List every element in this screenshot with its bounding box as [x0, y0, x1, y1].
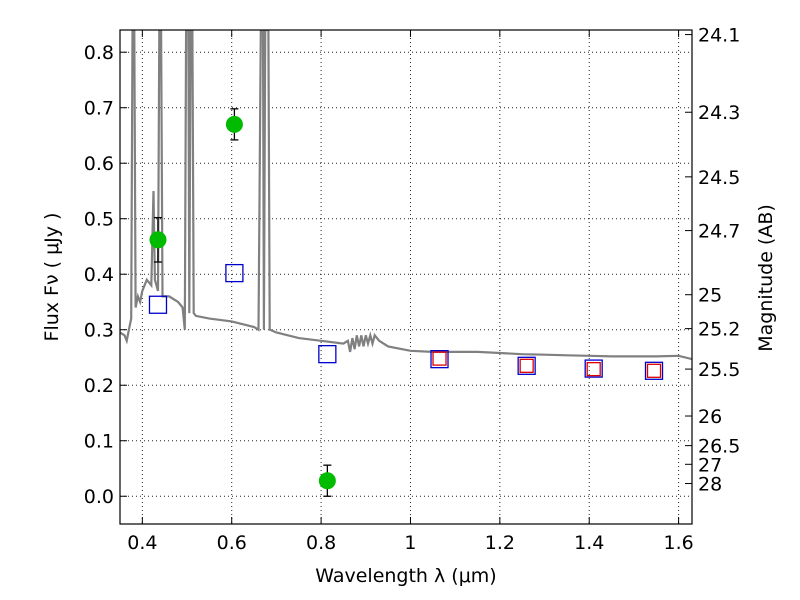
x-tick-label: 1	[404, 532, 416, 554]
magnitude-tick-label: 25.2	[698, 319, 740, 341]
magnitude-axis-label: Magnitude (AB)	[755, 204, 777, 352]
magnitude-tick-label: 26.5	[698, 436, 740, 458]
blue-square-marker	[225, 263, 244, 283]
magnitude-tick-label: 25.5	[698, 359, 740, 381]
green-data-point	[149, 231, 167, 249]
magnitude-tick-label: 26	[698, 406, 722, 428]
magnitude-tick-label: 24.1	[698, 25, 740, 47]
red-square-marker	[586, 361, 601, 377]
y-tick-label: 0.6	[84, 153, 114, 175]
magnitude-tick-label: 24.3	[698, 102, 740, 124]
grid	[120, 30, 692, 524]
red-square-marker	[519, 358, 534, 373]
green-data-point	[318, 472, 336, 490]
magnitude-tick-label: 28	[698, 474, 722, 496]
x-axis-label: Wavelength λ (μm)	[315, 565, 496, 587]
y-tick-label: 0.5	[84, 209, 114, 231]
magnitude-tick-label: 25	[698, 285, 722, 307]
x-tick-label: 0.6	[217, 532, 247, 554]
blue-square-marker	[148, 295, 168, 314]
y-tick-label: 0.8	[84, 42, 114, 64]
y-tick-label: 0.4	[84, 264, 114, 286]
magnitude-tick-label: 24.5	[698, 167, 740, 189]
y-tick-label: 0.3	[84, 320, 114, 342]
x-tick-label: 0.4	[127, 532, 157, 554]
marker-layer	[148, 108, 664, 497]
x-tick-label: 1.2	[485, 532, 515, 554]
red-square-marker	[432, 351, 447, 366]
magnitude-tick-label: 27	[698, 454, 722, 476]
y-tick-label: 0.1	[84, 431, 114, 453]
green-data-point	[225, 115, 243, 133]
sed-spectrum-line	[120, 30, 692, 361]
x-tick-label: 0.8	[306, 532, 336, 554]
red-square-marker	[646, 363, 662, 378]
blue-square-marker	[644, 361, 664, 380]
plot-frame	[119, 29, 693, 525]
x-tick-label: 1.6	[663, 532, 693, 554]
y-tick-label: 0.0	[84, 486, 114, 508]
blue-square-marker	[430, 349, 449, 369]
y-tick-label: 0.7	[84, 98, 114, 120]
x-tick-label: 1.4	[574, 532, 604, 554]
tick-layer: 0.4 0.6 0.8 1 1.2 1.4 1.6 0.0 0.1 0.2 0.3 0.4 0.5 0.6…	[84, 25, 741, 554]
magnitude-tick-label: 24.7	[698, 221, 740, 243]
blue-square-marker	[517, 356, 536, 375]
y-axis-label: Flux Fν ( μJy )	[41, 213, 63, 342]
spectrum-layer	[120, 30, 692, 361]
y-tick-label: 0.2	[84, 375, 114, 397]
blue-square-marker	[318, 345, 337, 364]
blue-square-marker	[584, 359, 603, 378]
